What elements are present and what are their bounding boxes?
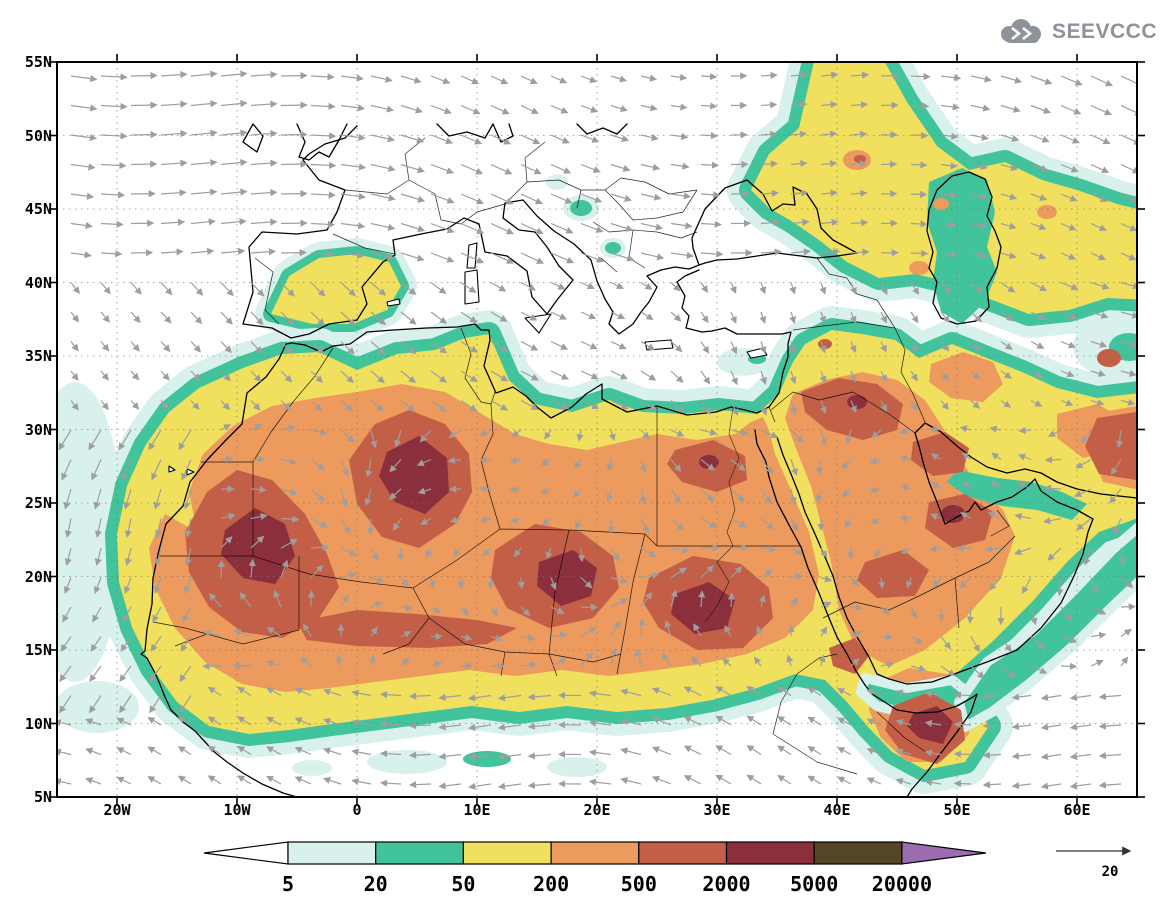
nile-river [704, 407, 740, 623]
lon-label: 20W [103, 801, 131, 819]
lon-label: 50E [943, 801, 971, 819]
lon-label: 60E [1063, 801, 1091, 819]
lon-label: 30E [703, 801, 731, 819]
axis-ticks [49, 54, 1145, 805]
colorbar-label: 2000 [702, 872, 750, 896]
map-canvas [49, 54, 1145, 805]
colorbar-arrow [901, 841, 986, 865]
colorbar-segment [550, 841, 640, 865]
colorbar-label: 500 [621, 872, 657, 896]
colorbar-label: 200 [533, 872, 569, 896]
lat-label: 15N [24, 641, 52, 659]
colorbar-segment [725, 841, 815, 865]
lat-label: 10N [24, 715, 52, 733]
logo-text: SEEVCCC [1051, 20, 1157, 43]
wind-reference: 20 [1056, 846, 1132, 880]
colorbar-label: 50 [451, 872, 475, 896]
lat-label: 50N [24, 127, 52, 145]
colorbar-label: 20 [364, 872, 388, 896]
colorbar-arrow [203, 841, 289, 865]
lat-label: 30N [24, 421, 52, 439]
lat-label: 20N [24, 568, 52, 586]
cloud-logo-icon [1000, 19, 1041, 43]
lon-label: 40E [823, 801, 851, 819]
lat-label: 40N [24, 274, 52, 292]
lat-label: 35N [24, 347, 52, 365]
lon-label: 0 [352, 801, 362, 819]
colorbar-segment [375, 841, 464, 865]
wind-reference-value: 20 [1102, 864, 1119, 880]
graticule [57, 62, 1137, 797]
lat-label: 45N [24, 200, 52, 218]
lat-label: 55N [24, 53, 52, 71]
colorbar-legend: 5 20 50 200 500 2000 5000 20000 [203, 841, 986, 896]
islands [168, 242, 768, 476]
country-borders [152, 137, 1016, 775]
lon-label: 10W [223, 801, 251, 819]
colorbar-segment [287, 841, 377, 865]
colorbar-label: 5000 [790, 872, 838, 896]
lat-label: 25N [24, 494, 52, 512]
wind-vector-layer [57, 70, 1137, 790]
colorbar-segment [813, 841, 903, 865]
colorbar-segment [638, 841, 728, 865]
dust-sea-teal-bands [856, 470, 1137, 732]
chevron-right-icon [1011, 26, 1033, 41]
colorbar-segment [462, 841, 552, 865]
lon-label: 10E [463, 801, 491, 819]
lon-label: 20E [583, 801, 611, 819]
seevccc-logo: SEEVCCC [996, 16, 1157, 48]
lat-label: 5N [33, 788, 52, 806]
colorbar-label: 5 [282, 872, 294, 896]
colorbar-label: 20000 [872, 872, 932, 896]
